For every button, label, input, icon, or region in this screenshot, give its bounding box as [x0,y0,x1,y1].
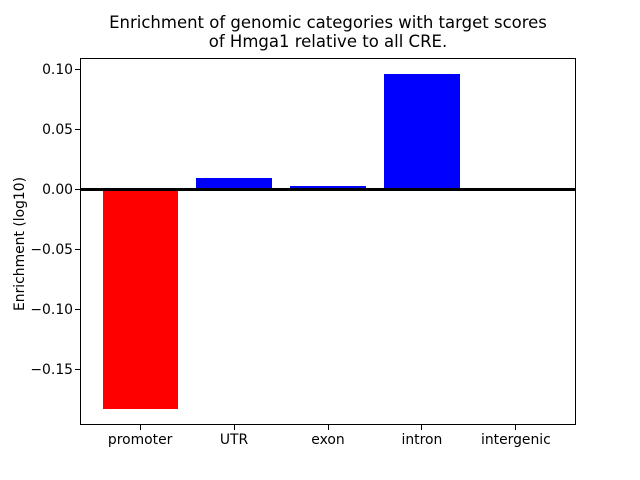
y-tick-label: 0.00 [42,181,73,198]
x-tick-mark [139,425,141,430]
x-tick-label-intron: intron [401,432,443,448]
x-tick-mark [421,425,423,430]
bar-promoter [102,189,178,410]
x-tick-label-promoter: promoter [107,432,173,448]
x-tick-mark [233,425,235,430]
y-tick-mark [75,189,80,191]
bar-exon [290,186,366,190]
bar-intron [384,73,460,190]
x-tick-label-intergenic: intergenic [480,432,551,448]
x-tick-mark [327,425,329,430]
y-tick-label: 0.05 [42,121,73,138]
y-tick-label: −0.15 [30,361,73,378]
y-tick-label: −0.05 [30,241,73,258]
y-tick-label: −0.10 [30,301,73,318]
y-tick-mark [75,69,80,71]
y-tick-mark [75,369,80,371]
chart-title: Enrichment of genomic categories with ta… [109,13,547,51]
y-tick-mark [75,129,80,131]
y-tick-label: 0.10 [42,61,73,78]
y-tick-mark [75,309,80,311]
bar-UTR [196,177,272,190]
y-tick-mark [75,249,80,251]
x-tick-label-exon: exon [311,432,345,448]
zero-line [80,188,576,192]
x-tick-label-UTR: UTR [219,432,249,448]
x-tick-mark [515,425,517,430]
